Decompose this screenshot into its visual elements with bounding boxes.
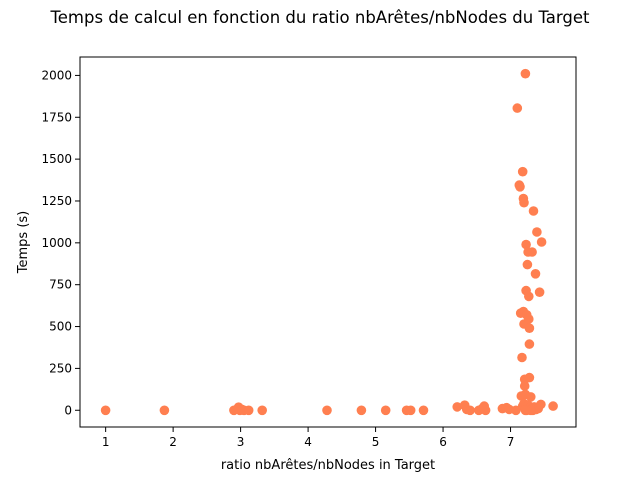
data-point-9 <box>322 405 332 416</box>
data-point-58 <box>536 237 547 247</box>
plot-frame <box>79 56 577 428</box>
x-tick-label: 1 <box>102 435 110 449</box>
data-point-71 <box>536 399 546 410</box>
y-tick-label: 1750 <box>41 110 72 124</box>
data-point-27 <box>512 103 523 113</box>
data-point-10 <box>356 405 367 416</box>
y-tick-label: 0 <box>64 403 72 417</box>
y-tick-label: 1250 <box>41 194 72 208</box>
data-point-57 <box>534 287 545 298</box>
y-tick-label: 250 <box>49 361 72 375</box>
x-axis-label: ratio nbArêtes/nbNodes in Target <box>221 458 435 473</box>
data-point-0 <box>100 405 111 416</box>
data-point-7 <box>243 405 254 416</box>
data-point-47 <box>524 291 534 302</box>
data-point-73 <box>520 405 531 416</box>
y-axis-label: Temps (s) <box>16 211 31 274</box>
data-point-49 <box>524 323 535 334</box>
data-point-54 <box>528 206 539 216</box>
data-point-56 <box>532 227 542 237</box>
y-tick-label: 1500 <box>41 152 72 166</box>
y-tick-label: 500 <box>49 320 72 334</box>
data-point-13 <box>405 405 416 416</box>
data-point-52 <box>526 392 536 402</box>
data-point-8 <box>257 405 268 416</box>
data-point-33 <box>517 166 528 177</box>
data-point-45 <box>522 259 533 270</box>
x-tick-label: 2 <box>169 435 177 449</box>
data-point-42 <box>521 239 531 250</box>
data-point-22 <box>480 405 491 416</box>
data-point-40 <box>520 68 531 79</box>
data-point-29 <box>515 182 525 192</box>
data-point-32 <box>517 352 527 363</box>
y-tick-label: 1000 <box>41 236 72 250</box>
data-point-51 <box>524 372 535 383</box>
data-point-39 <box>519 381 530 391</box>
x-tick-label: 6 <box>439 435 447 449</box>
data-point-50 <box>524 339 535 349</box>
data-point-1 <box>159 405 170 416</box>
y-tick-label: 750 <box>49 278 72 292</box>
x-tick-label: 5 <box>372 435 380 449</box>
chart-title: Temps de calcul en fonction du ratio nbA… <box>49 8 590 27</box>
data-point-53 <box>527 247 537 257</box>
data-point-11 <box>380 405 391 416</box>
x-tick-label: 7 <box>507 435 515 449</box>
data-point-35 <box>519 197 529 208</box>
x-tick-label: 4 <box>304 435 312 449</box>
axis-ticks: 1 2 3 4 5 6 7 0 250 500 750 1000 1250 1500 1750 2000 <box>41 68 514 449</box>
data-point-59 <box>548 401 558 411</box>
y-tick-label: 2000 <box>41 68 72 82</box>
data-point-48 <box>524 314 534 324</box>
data-point-18 <box>465 405 475 416</box>
data-point-14 <box>418 405 429 416</box>
data-point-15 <box>452 402 463 412</box>
data-points <box>100 68 558 416</box>
x-tick-label: 3 <box>237 435 245 449</box>
data-point-55 <box>530 269 541 279</box>
